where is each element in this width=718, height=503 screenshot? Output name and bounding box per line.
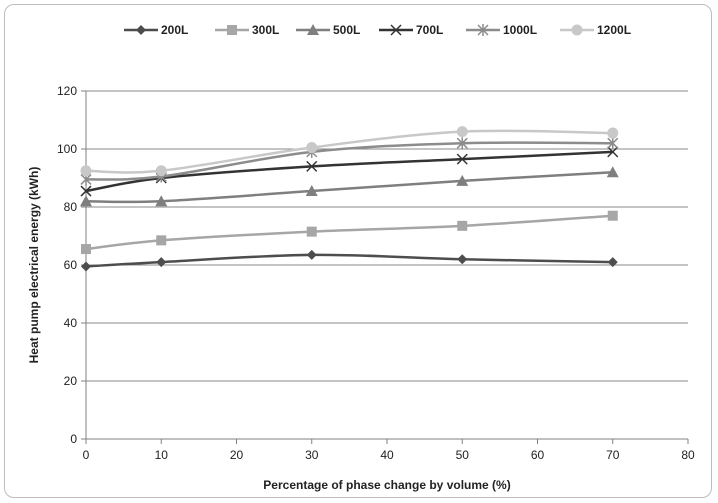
series-300L [81, 210, 618, 255]
y-ticks: 0 20 40 60 80 100 120 [57, 84, 86, 446]
series-line [85, 150, 613, 193]
y-tick-label: 120 [57, 84, 77, 98]
series-200L [81, 249, 618, 272]
x-tick-label: 0 [83, 448, 90, 462]
data-point [156, 257, 167, 268]
data-point [306, 160, 318, 172]
x-tick-label: 70 [606, 448, 620, 462]
legend-marker [227, 25, 237, 35]
series-line [85, 170, 613, 204]
y-axis-title: Heat pump electrical energy (kWh) [27, 167, 41, 364]
x-tick-label: 10 [155, 448, 169, 462]
y-tick-label: 0 [70, 432, 77, 446]
legend-marker [390, 24, 402, 36]
legend-label: 200L [161, 23, 188, 37]
data-point [156, 235, 167, 246]
legend-marker [307, 24, 319, 35]
legend-label: 300L [252, 23, 279, 37]
data-point [606, 166, 619, 178]
x-tick-label: 30 [305, 448, 319, 462]
legend-marker [571, 24, 583, 36]
series-1200L [80, 126, 619, 177]
legend-item: 300L [215, 23, 279, 37]
data-point [456, 153, 468, 165]
data-point [80, 185, 92, 197]
legend-marker [477, 24, 489, 36]
series-group [80, 126, 619, 272]
legend-label: 1000L [503, 23, 537, 37]
data-point [306, 226, 317, 237]
x-axis-title: Percentage of phase change by volume (%) [263, 478, 510, 492]
data-point [80, 195, 92, 207]
legend-item: 1000L [466, 23, 537, 37]
x-tick-label: 50 [456, 448, 470, 462]
x-tick-label: 80 [681, 448, 695, 462]
legend-label: 700L [416, 23, 443, 37]
data-point [457, 220, 468, 231]
data-point [81, 244, 91, 255]
data-point [457, 254, 468, 265]
legend-item: 1200L [560, 23, 631, 37]
data-point [607, 146, 619, 158]
data-point [607, 127, 619, 139]
legend-label: 1200L [597, 23, 631, 37]
gridlines [86, 90, 688, 382]
legend-item: 500L [296, 23, 360, 37]
y-tick-label: 40 [64, 316, 78, 330]
data-point [456, 137, 468, 150]
y-tick-label: 60 [64, 258, 78, 272]
data-point [607, 137, 619, 150]
x-tick-label: 40 [380, 448, 394, 462]
legend-item: 200L [124, 23, 188, 37]
x-tick-label: 60 [531, 448, 545, 462]
y-tick-label: 20 [64, 374, 78, 388]
chart-frame [4, 4, 712, 498]
data-point [306, 142, 318, 154]
series-line [85, 141, 613, 181]
data-point [305, 185, 318, 197]
data-point [155, 165, 167, 177]
series-500L [80, 166, 619, 207]
legend: 200L 300L 500L 700L 1000L 1200L [124, 23, 631, 37]
series-line [85, 129, 613, 174]
legend-marker [136, 25, 146, 35]
y-tick-label: 80 [64, 200, 78, 214]
series-line [85, 253, 613, 268]
data-point [607, 210, 618, 221]
x-ticks: 0 10 20 30 40 50 60 70 80 [83, 439, 695, 462]
data-point [306, 249, 317, 260]
data-point [81, 261, 91, 272]
series-1000L [80, 137, 619, 186]
data-point [607, 257, 618, 268]
x-tick-label: 20 [230, 448, 244, 462]
legend-label: 500L [333, 23, 360, 37]
data-point [456, 126, 468, 138]
series-line [85, 214, 613, 251]
legend-item: 700L [379, 23, 443, 37]
data-point [155, 195, 168, 207]
y-tick-label: 100 [57, 142, 77, 156]
data-point [456, 174, 469, 186]
data-point [80, 165, 92, 177]
